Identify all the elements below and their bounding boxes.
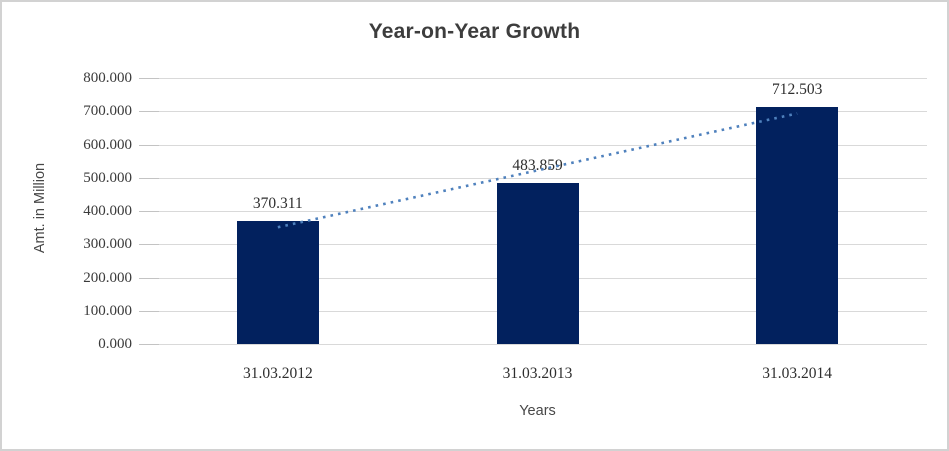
x-tick-label: 31.03.2013 xyxy=(502,365,573,382)
y-tick-label: 700.000 xyxy=(83,103,132,120)
y-axis-tick xyxy=(139,78,159,79)
x-tick-label: 31.03.2014 xyxy=(762,365,833,382)
y-axis-tick xyxy=(139,111,159,113)
y-tick-label: 300.000 xyxy=(83,236,132,253)
y-axis-tick xyxy=(139,211,159,212)
y-axis-tick xyxy=(139,310,159,312)
bar xyxy=(496,183,579,344)
x-tick-label: 31.03.2012 xyxy=(242,365,313,382)
y-axis-tick xyxy=(139,277,159,279)
y-tick-label: 400.000 xyxy=(83,203,132,219)
y-tick-label: 200.000 xyxy=(83,269,132,286)
bar xyxy=(756,107,839,344)
gridline xyxy=(148,111,927,113)
data-label: 712.503 xyxy=(771,81,823,99)
y-tick-label: 0.000 xyxy=(98,336,132,352)
y-axis-tick xyxy=(139,344,159,345)
y-axis-tick xyxy=(139,144,159,146)
chart-title: Year-on-Year Growth xyxy=(368,20,581,43)
y-tick-label: 800.000 xyxy=(83,70,132,86)
data-label: 370.311 xyxy=(252,194,303,212)
y-tick-label: 500.000 xyxy=(83,169,132,186)
gridline xyxy=(148,344,927,345)
bar xyxy=(236,220,319,344)
x-axis-title: Years xyxy=(519,403,556,419)
y-tick-label: 100.000 xyxy=(83,302,132,319)
gridline xyxy=(148,78,927,79)
y-axis-tick xyxy=(139,177,159,179)
y-tick-label: 600.000 xyxy=(83,136,132,153)
data-label: 483.859 xyxy=(512,157,563,175)
y-axis-tick xyxy=(139,244,159,246)
